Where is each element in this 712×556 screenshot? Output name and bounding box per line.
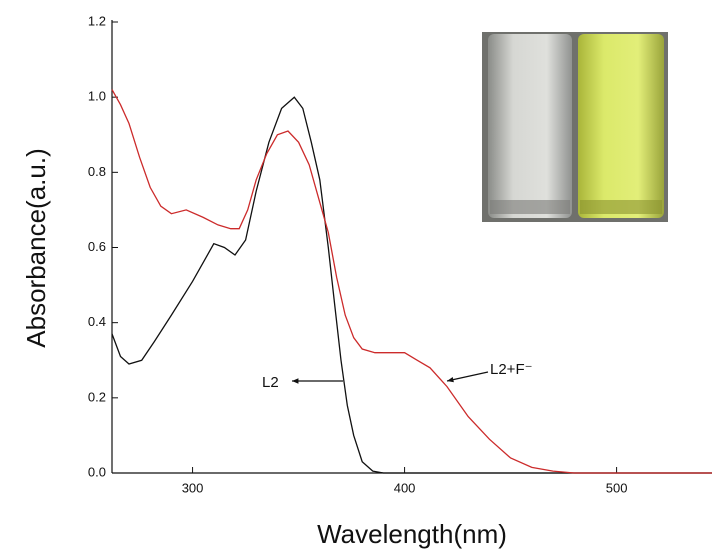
series-annotation: L2 xyxy=(262,374,279,391)
annotation-arrow xyxy=(446,371,489,382)
spectrum-line xyxy=(111,96,712,474)
y-tick-label: 0.8 xyxy=(88,164,106,179)
spectrum-line xyxy=(111,89,712,474)
y-tick-label: 1.2 xyxy=(88,13,106,28)
y-tick-label: 1.0 xyxy=(88,89,106,104)
x-tick-label: 300 xyxy=(182,480,204,495)
y-axis-title: Absorbance(a.u.) xyxy=(21,148,51,347)
y-tick-label: 0.0 xyxy=(88,464,106,479)
arrow-head xyxy=(447,376,454,383)
y-tick-label: 0.2 xyxy=(88,389,106,404)
y-tick-label: 0.6 xyxy=(88,239,106,254)
arrow-head xyxy=(292,378,299,384)
y-tick-label: 0.4 xyxy=(88,314,106,329)
x-tick-label: 500 xyxy=(606,480,628,495)
x-axis-title: Wavelength(nm) xyxy=(317,519,507,549)
x-tick-label: 400 xyxy=(394,480,416,495)
series-annotation: L2+F⁻ xyxy=(490,361,533,378)
inset-photo xyxy=(482,32,668,222)
